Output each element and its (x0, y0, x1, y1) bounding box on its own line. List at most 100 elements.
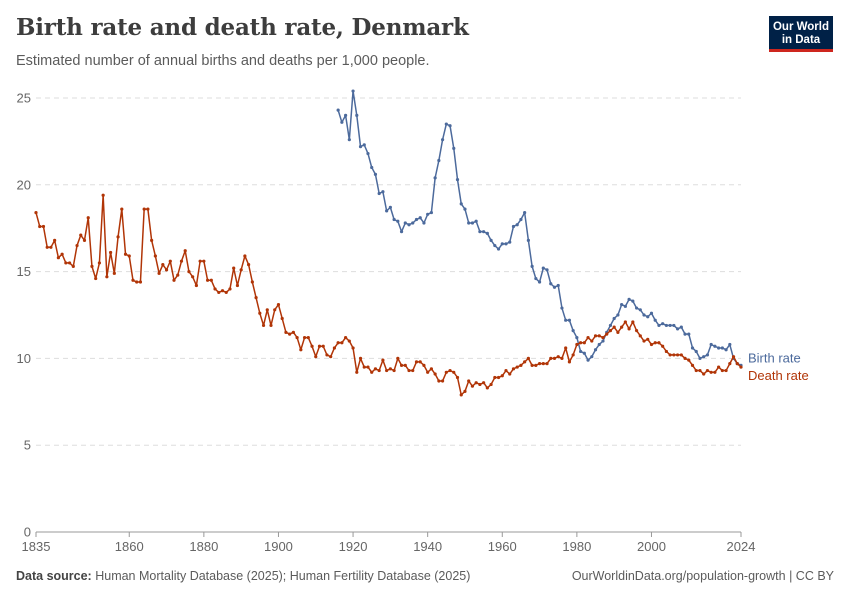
x-tick-label-1835: 1835 (22, 539, 51, 554)
birth-rate-point-1972 (545, 268, 549, 272)
death-rate-point-1946 (448, 368, 452, 373)
death-rate-point-1880 (202, 259, 206, 263)
birth-rate-label: Birth rate (748, 350, 801, 365)
death-rate-point-1998 (642, 339, 646, 343)
birth-rate-point-2000 (649, 311, 654, 315)
death-rate-point-1854 (105, 275, 109, 279)
death-rate-point-1855 (109, 250, 113, 255)
death-rate-point-1960 (500, 374, 504, 378)
death-rate-point-1851 (94, 276, 98, 281)
y-tick-label-0: 0 (24, 525, 31, 540)
death-rate-point-1890 (239, 268, 243, 272)
birth-rate-point-1995 (631, 299, 635, 303)
death-rate-point-1931 (392, 368, 396, 373)
birth-rate-point-2019 (720, 346, 724, 350)
birth-rate-point-1982 (582, 351, 586, 355)
death-rate-point-2008 (679, 353, 683, 357)
birth-rate-point-1993 (623, 304, 627, 308)
death-rate-point-1893 (250, 280, 254, 284)
birth-rate-point-1948 (455, 177, 460, 182)
death-rate-point-1877 (191, 275, 195, 279)
death-rate-point-1954 (478, 382, 482, 387)
death-rate-point-1947 (452, 370, 456, 374)
death-rate-point-1874 (179, 259, 184, 263)
death-rate-point-1891 (243, 254, 247, 258)
death-rate-point-1996 (634, 329, 639, 333)
owid-logo[interactable]: Our World in Data (769, 16, 833, 52)
birth-rate-point-2021 (728, 342, 732, 347)
source-link[interactable]: OurWorldinData.org/population-growth (571, 569, 786, 583)
birth-rate-point-1986 (597, 342, 601, 347)
birth-rate-point-1930 (388, 205, 392, 209)
birth-rate-point-1961 (504, 242, 508, 246)
death-rate-point-1849 (86, 216, 90, 220)
death-rate-point-1974 (552, 356, 557, 360)
data-source-text: Human Mortality Database (2025); Human F… (95, 569, 471, 583)
birth-rate-point-1951 (467, 221, 471, 225)
birth-rate-point-1927 (377, 191, 381, 196)
death-rate-point-1925 (370, 370, 374, 374)
birth-rate-point-1983 (586, 358, 590, 362)
death-rate-point-1850 (90, 264, 94, 268)
birth-rate-point-1963 (511, 224, 516, 229)
death-rate-point-1895 (258, 311, 262, 315)
birth-rate-point-1955 (482, 230, 486, 234)
birth-rate-point-1939 (422, 221, 426, 225)
death-rate-point-1979 (571, 353, 575, 357)
death-rate-point-1981 (579, 341, 583, 345)
birth-rate-point-1964 (515, 223, 519, 227)
birth-rate-point-1977 (564, 318, 568, 322)
death-rate-point-1961 (504, 368, 508, 373)
death-rate-point-1862 (135, 280, 139, 284)
birth-rate-point-2003 (661, 322, 665, 326)
death-rate-point-1997 (638, 334, 642, 338)
x-tick-label-1940: 1940 (413, 539, 442, 554)
death-rate-point-1889 (235, 283, 240, 288)
death-rate-point-1949 (459, 393, 463, 397)
death-rate-point-1869 (161, 263, 165, 267)
death-rate-point-2017 (713, 370, 717, 374)
license-text: | CC BY (789, 569, 834, 583)
death-rate-point-1870 (164, 268, 169, 272)
death-rate-point-1844 (67, 261, 72, 265)
death-rate-line (35, 194, 742, 396)
death-rate-point-1962 (508, 372, 512, 376)
death-rate-point-1892 (247, 263, 251, 267)
birth-rate-point-2008 (679, 325, 683, 329)
death-rate-point-1920 (351, 346, 355, 350)
birth-rate-point-1967 (526, 238, 530, 242)
death-rate-point-1935 (407, 368, 411, 373)
birth-rate-point-1980 (575, 335, 579, 340)
birth-rate-point-1991 (616, 313, 620, 317)
death-rate-point-1837 (41, 224, 46, 229)
birth-rate-point-1937 (414, 217, 419, 222)
birth-rate-point-1941 (429, 210, 433, 215)
death-rate-point-1905 (295, 335, 299, 340)
birth-rate-point-1979 (571, 329, 575, 333)
death-rate-point-1965 (519, 363, 523, 367)
birth-rate-point-1949 (459, 202, 463, 206)
death-rate-point-1980 (575, 342, 579, 347)
death-rate-point-1839 (49, 245, 53, 249)
death-rate-point-1896 (261, 323, 266, 328)
birth-rate-point-1945 (444, 122, 448, 126)
death-rate-point-1912 (321, 344, 325, 348)
death-rate-point-1999 (646, 337, 650, 341)
death-rate-point-2012 (694, 368, 698, 373)
death-rate-point-2022 (731, 355, 736, 359)
death-rate-point-1976 (560, 356, 564, 360)
birth-rate-point-1940 (426, 212, 430, 216)
death-rate-point-1971 (541, 362, 545, 366)
birth-rate-point-2014 (702, 355, 706, 359)
death-rate-point-1873 (176, 273, 180, 277)
birth-rate-point-1975 (556, 283, 560, 288)
birth-rate-point-1943 (437, 158, 441, 163)
death-rate-point-1906 (299, 348, 303, 352)
birth-rate-point-1973 (549, 282, 553, 286)
death-rate-point-1942 (433, 372, 437, 376)
death-rate-point-2015 (705, 368, 710, 373)
x-tick-label-2024: 2024 (727, 539, 756, 554)
footer-link-area: OurWorldinData.org/population-growth | C… (572, 569, 834, 583)
birth-rate-point-1984 (590, 355, 594, 359)
death-rate-point-1950 (463, 389, 467, 393)
